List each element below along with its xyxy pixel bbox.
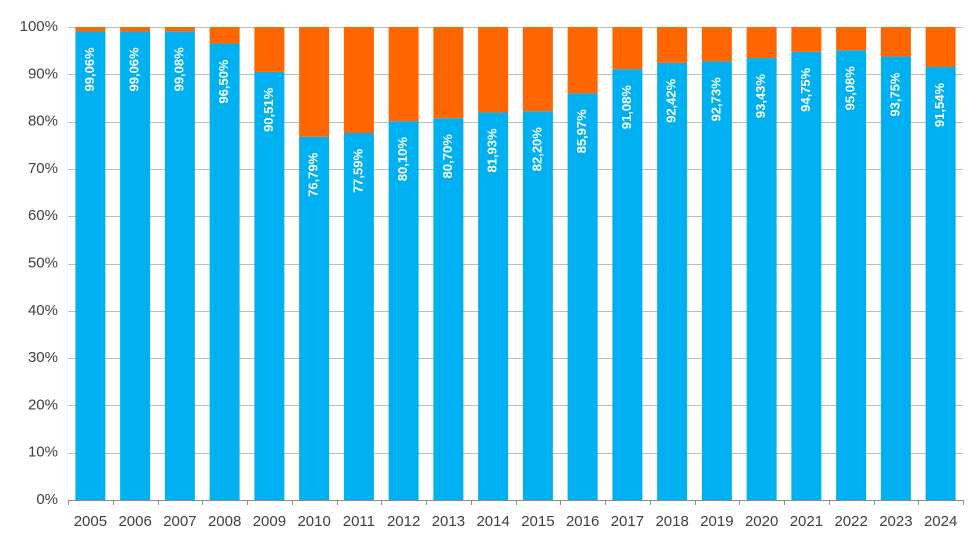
bar-segment-blue — [209, 43, 240, 501]
y-tick-label: 0% — [36, 491, 58, 508]
bar-segment-orange — [612, 27, 643, 70]
data-label: 93,43% — [753, 74, 768, 119]
data-labels-layer: 99,06% 99,06% 99,08% 96,50% 90,51% 76,79% 77,5… — [82, 47, 947, 197]
bar-segment-blue — [657, 62, 688, 501]
bar-segment-orange — [925, 27, 956, 68]
bar-segment-blue — [791, 51, 822, 501]
x-tick-label: 2010 — [297, 513, 330, 530]
x-tick-label: 2009 — [253, 513, 286, 530]
data-label: 76,79% — [306, 152, 321, 197]
bar-segment-blue — [75, 31, 106, 501]
bar-segment-orange — [567, 27, 598, 94]
bar-segment-orange — [75, 27, 106, 32]
data-label: 85,97% — [574, 109, 589, 154]
bar-segment-orange — [343, 27, 374, 133]
data-label: 91,54% — [932, 83, 947, 128]
x-tick-label: 2005 — [74, 513, 107, 530]
x-tick-label: 2008 — [208, 513, 241, 530]
data-label: 99,08% — [171, 47, 186, 92]
bar-segment-orange — [299, 27, 330, 137]
bar-segment-orange — [701, 27, 732, 62]
x-tick-label: 2019 — [700, 513, 733, 530]
x-tick-label: 2012 — [387, 513, 420, 530]
y-tick-label: 40% — [28, 302, 58, 319]
bar-segment-orange — [209, 27, 240, 44]
bar-segment-orange — [791, 27, 822, 52]
data-label: 99,06% — [82, 47, 97, 92]
bar-segment-orange — [746, 27, 777, 59]
axis-layer: 0% 10% 20% 30% 40% 50% 60% 70% 80% 90% 100% 2005 200… — [20, 18, 964, 530]
data-label: 81,93% — [485, 128, 500, 173]
bar-segment-orange — [478, 27, 509, 113]
bar-segment-blue — [522, 111, 553, 500]
bar-segment-orange — [164, 27, 195, 32]
bar-segment-blue — [254, 71, 285, 501]
data-label: 95,08% — [843, 66, 858, 111]
y-tick-label: 50% — [28, 254, 58, 271]
data-label: 90,51% — [261, 87, 276, 132]
y-tick-label: 80% — [28, 113, 58, 130]
bar-segment-orange — [433, 27, 464, 119]
x-tick-label: 2023 — [879, 513, 912, 530]
x-tick-label: 2015 — [521, 513, 554, 530]
x-tick-label: 2011 — [343, 513, 375, 530]
bar-segment-blue — [299, 136, 330, 500]
bar-segment-blue — [478, 112, 509, 500]
bar-segment-blue — [612, 69, 643, 501]
bar-segment-orange — [388, 27, 419, 122]
y-tick-label: 10% — [28, 444, 58, 461]
bar-segment-blue — [880, 56, 911, 500]
y-tick-label: 100% — [20, 18, 58, 35]
x-tick-label: 2022 — [834, 513, 867, 530]
y-tick-label: 70% — [28, 160, 58, 177]
x-tick-label: 2013 — [432, 513, 465, 530]
bar-segment-blue — [388, 121, 419, 500]
bar-segment-blue — [433, 118, 464, 500]
bar-segment-orange — [120, 27, 151, 32]
x-tick-label: 2018 — [655, 513, 688, 530]
bar-segment-blue — [836, 50, 867, 500]
data-label: 96,50% — [216, 59, 231, 104]
bar-segment-orange — [880, 27, 911, 57]
bar-segment-blue — [343, 132, 374, 500]
x-tick-label: 2006 — [118, 513, 151, 530]
bar-segment-orange — [836, 27, 867, 51]
bars-layer — [75, 27, 956, 501]
bar-segment-blue — [746, 58, 777, 500]
x-tick-label: 2021 — [790, 513, 823, 530]
data-label: 92,42% — [664, 78, 679, 123]
y-tick-label: 60% — [28, 207, 58, 224]
data-label: 91,08% — [619, 85, 634, 130]
data-label: 93,75% — [887, 72, 902, 117]
bar-segment-orange — [522, 27, 553, 112]
bar-segment-blue — [925, 67, 956, 500]
x-tick-label: 2014 — [476, 513, 509, 530]
x-tick-label: 2016 — [566, 513, 599, 530]
y-tick-label: 90% — [28, 65, 58, 82]
bar-segment-orange — [254, 27, 285, 72]
data-label: 94,75% — [798, 67, 813, 112]
data-label: 82,20% — [529, 127, 544, 172]
x-tick-label: 2020 — [745, 513, 778, 530]
data-label: 77,59% — [350, 149, 365, 194]
data-label: 80,70% — [440, 134, 455, 179]
data-label: 92,73% — [708, 77, 723, 122]
bar-segment-blue — [164, 31, 195, 501]
bar-segment-blue — [120, 31, 151, 501]
x-tick-label: 2017 — [611, 513, 644, 530]
x-tick-label: 2007 — [163, 513, 196, 530]
y-tick-label: 30% — [28, 349, 58, 366]
data-label: 99,06% — [127, 47, 142, 92]
data-label: 80,10% — [395, 137, 410, 182]
bar-segment-blue — [701, 61, 732, 501]
grid-layer — [68, 27, 963, 454]
x-tick-label: 2024 — [924, 513, 957, 530]
y-tick-label: 20% — [28, 396, 58, 413]
bar-segment-blue — [567, 93, 598, 500]
bar-segment-orange — [657, 27, 688, 63]
